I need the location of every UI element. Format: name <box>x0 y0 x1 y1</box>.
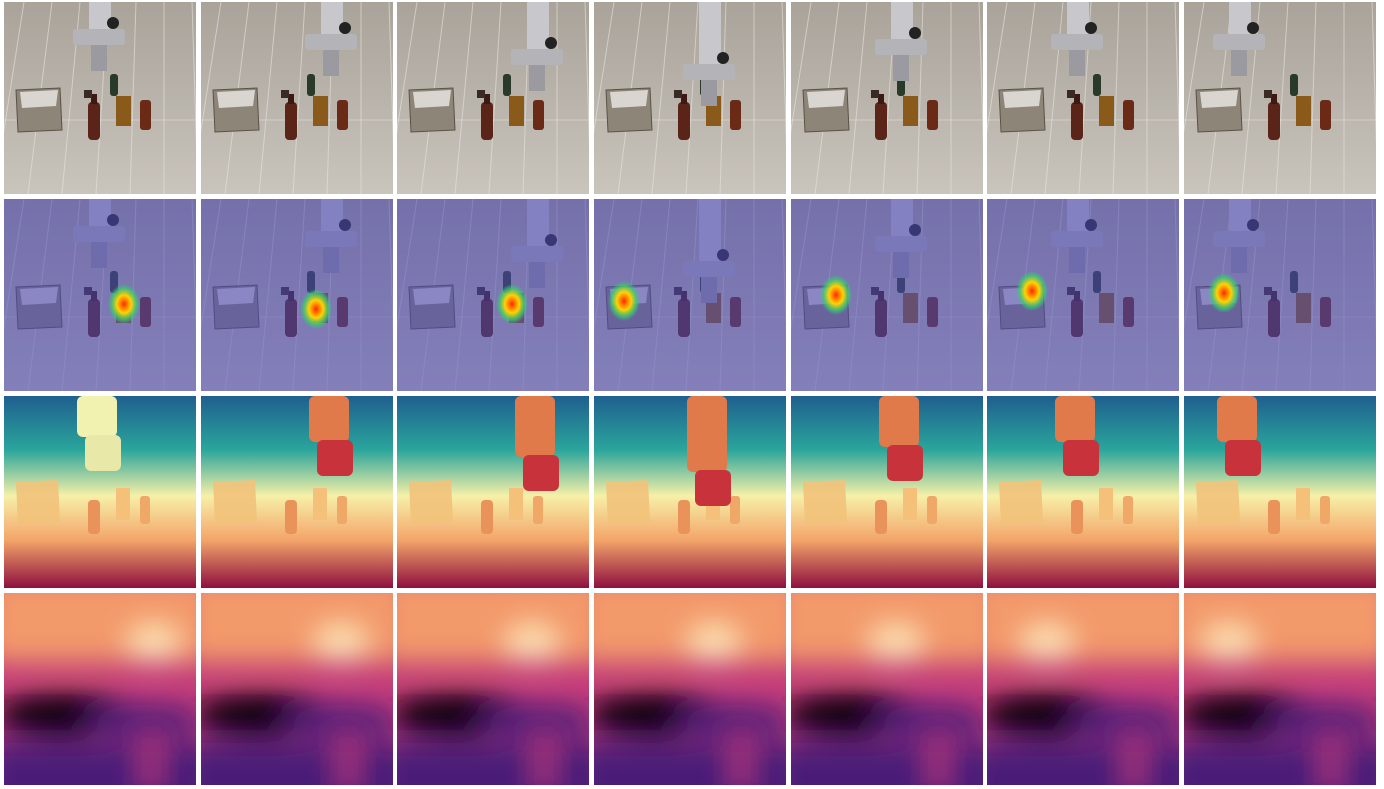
feature-frame-1 <box>4 593 196 785</box>
attention-frame-6 <box>987 199 1179 391</box>
feature-row <box>4 593 1381 785</box>
rgb-frame-5 <box>791 2 983 194</box>
feature-frame-2 <box>201 593 393 785</box>
rgb-frame-6 <box>987 2 1179 194</box>
attention-frame-4 <box>594 199 786 391</box>
attention-frame-1 <box>4 199 196 391</box>
feature-frame-3 <box>397 593 589 785</box>
depth-frame-4 <box>594 396 786 588</box>
rgb-frame-1 <box>4 2 196 194</box>
attention-frame-5 <box>791 199 983 391</box>
depth-frame-5 <box>791 396 983 588</box>
attention-frame-3 <box>397 199 589 391</box>
depth-frame-3 <box>397 396 589 588</box>
attention-row <box>4 199 1381 391</box>
attention-frame-7 <box>1184 199 1376 391</box>
rgb-frame-3 <box>397 2 589 194</box>
depth-frame-1 <box>4 396 196 588</box>
feature-frame-6 <box>987 593 1179 785</box>
attention-frame-2 <box>201 199 393 391</box>
rgb-frame-4 <box>594 2 786 194</box>
rgb-frame-7 <box>1184 2 1376 194</box>
feature-frame-5 <box>791 593 983 785</box>
rgb-frame-2 <box>201 2 393 194</box>
rgb-row <box>4 2 1381 194</box>
feature-frame-4 <box>594 593 786 785</box>
feature-frame-7 <box>1184 593 1376 785</box>
frame-grid <box>4 2 1381 787</box>
depth-frame-2 <box>201 396 393 588</box>
depth-frame-7 <box>1184 396 1376 588</box>
depth-row <box>4 396 1381 588</box>
depth-frame-6 <box>987 396 1179 588</box>
